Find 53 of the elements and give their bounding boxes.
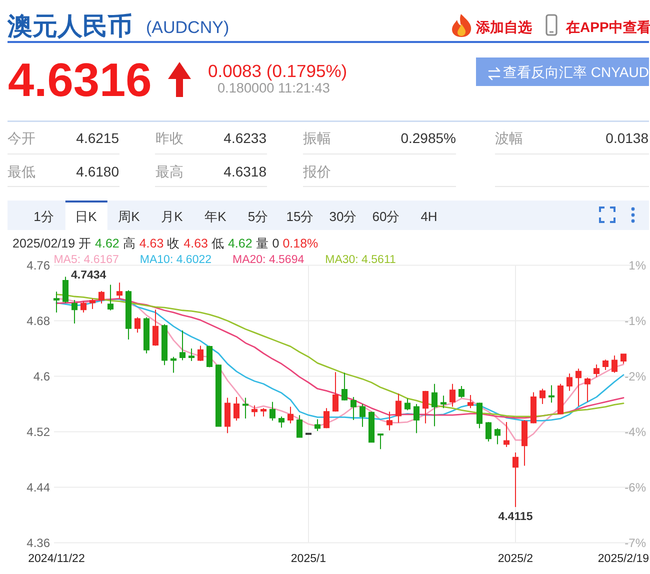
- text: 日K: [75, 209, 98, 224]
- text: 添加自选: [475, 19, 532, 35]
- text: 2025/02/19 开 4.62 高 4.63 收 4.63 低 4.62 量 0 0.18%: [12, 236, 318, 250]
- text: 4.6180: [76, 164, 120, 180]
- text: 查看反向汇率 CNYAUD: [503, 64, 649, 80]
- text: 4.6318: [224, 164, 267, 180]
- y-tick-label: 4.68: [26, 314, 50, 328]
- text: MA5: 4.6167: [54, 254, 119, 266]
- text: 最高: [156, 164, 184, 180]
- text: 周K: [118, 209, 140, 224]
- text: 15分: [286, 209, 314, 224]
- annotation: 4.4115: [498, 510, 534, 523]
- text: 60分: [372, 209, 400, 224]
- y2-tick-label: -6%: [624, 480, 646, 494]
- text: 0.180000 11:21:43: [218, 80, 330, 96]
- text: 1分: [34, 209, 54, 224]
- text: 5分: [248, 209, 268, 224]
- x-tick-label: 2024/11/22: [28, 553, 85, 565]
- text: 0.0138: [606, 130, 649, 146]
- y2-tick-label: -4%: [624, 424, 646, 439]
- x-tick-label: 2025/2: [498, 553, 534, 565]
- x-tick-label: 2025/2/19: [598, 553, 650, 565]
- text: MA10: 4.6022: [140, 254, 212, 266]
- text: 报价: [302, 164, 331, 180]
- y2-tick-label: 1%: [628, 258, 646, 272]
- y-tick-label: 4.76: [26, 258, 50, 272]
- text: MA30: 4.5611: [325, 254, 396, 266]
- text: 4.6233: [224, 130, 267, 146]
- text: 年K: [204, 209, 227, 224]
- y-tick-label: 4.6: [33, 369, 50, 384]
- text: 振幅: [303, 130, 331, 146]
- text: 最低: [8, 164, 36, 180]
- text: 30分: [329, 209, 357, 224]
- chart-title: 澳元人民币: [6, 12, 132, 40]
- text: 昨收: [156, 130, 184, 146]
- y2-tick-label: -7%: [624, 536, 646, 550]
- text: 0.0083 (0.1795%): [208, 61, 348, 81]
- text: 波幅: [495, 130, 523, 146]
- annotation: 4.7434: [71, 269, 107, 282]
- y-tick-label: 4.52: [26, 424, 50, 439]
- text: 月K: [161, 209, 184, 224]
- y2-tick-label: -1%: [624, 314, 646, 328]
- text: 4.6316: [8, 53, 152, 106]
- text: 今开: [8, 130, 36, 146]
- chart-subtitle: (AUDCNY): [146, 18, 230, 37]
- y-tick-label: 4.36: [26, 536, 50, 550]
- x-tick-label: 2025/1: [290, 553, 326, 565]
- y2-tick-label: -2%: [624, 369, 646, 384]
- text: MA20: 4.5694: [232, 254, 305, 266]
- y-tick-label: 4.44: [26, 480, 50, 494]
- text: 0.2985%: [400, 130, 456, 146]
- text: 4H: [420, 209, 438, 224]
- text: 4.6215: [76, 130, 120, 146]
